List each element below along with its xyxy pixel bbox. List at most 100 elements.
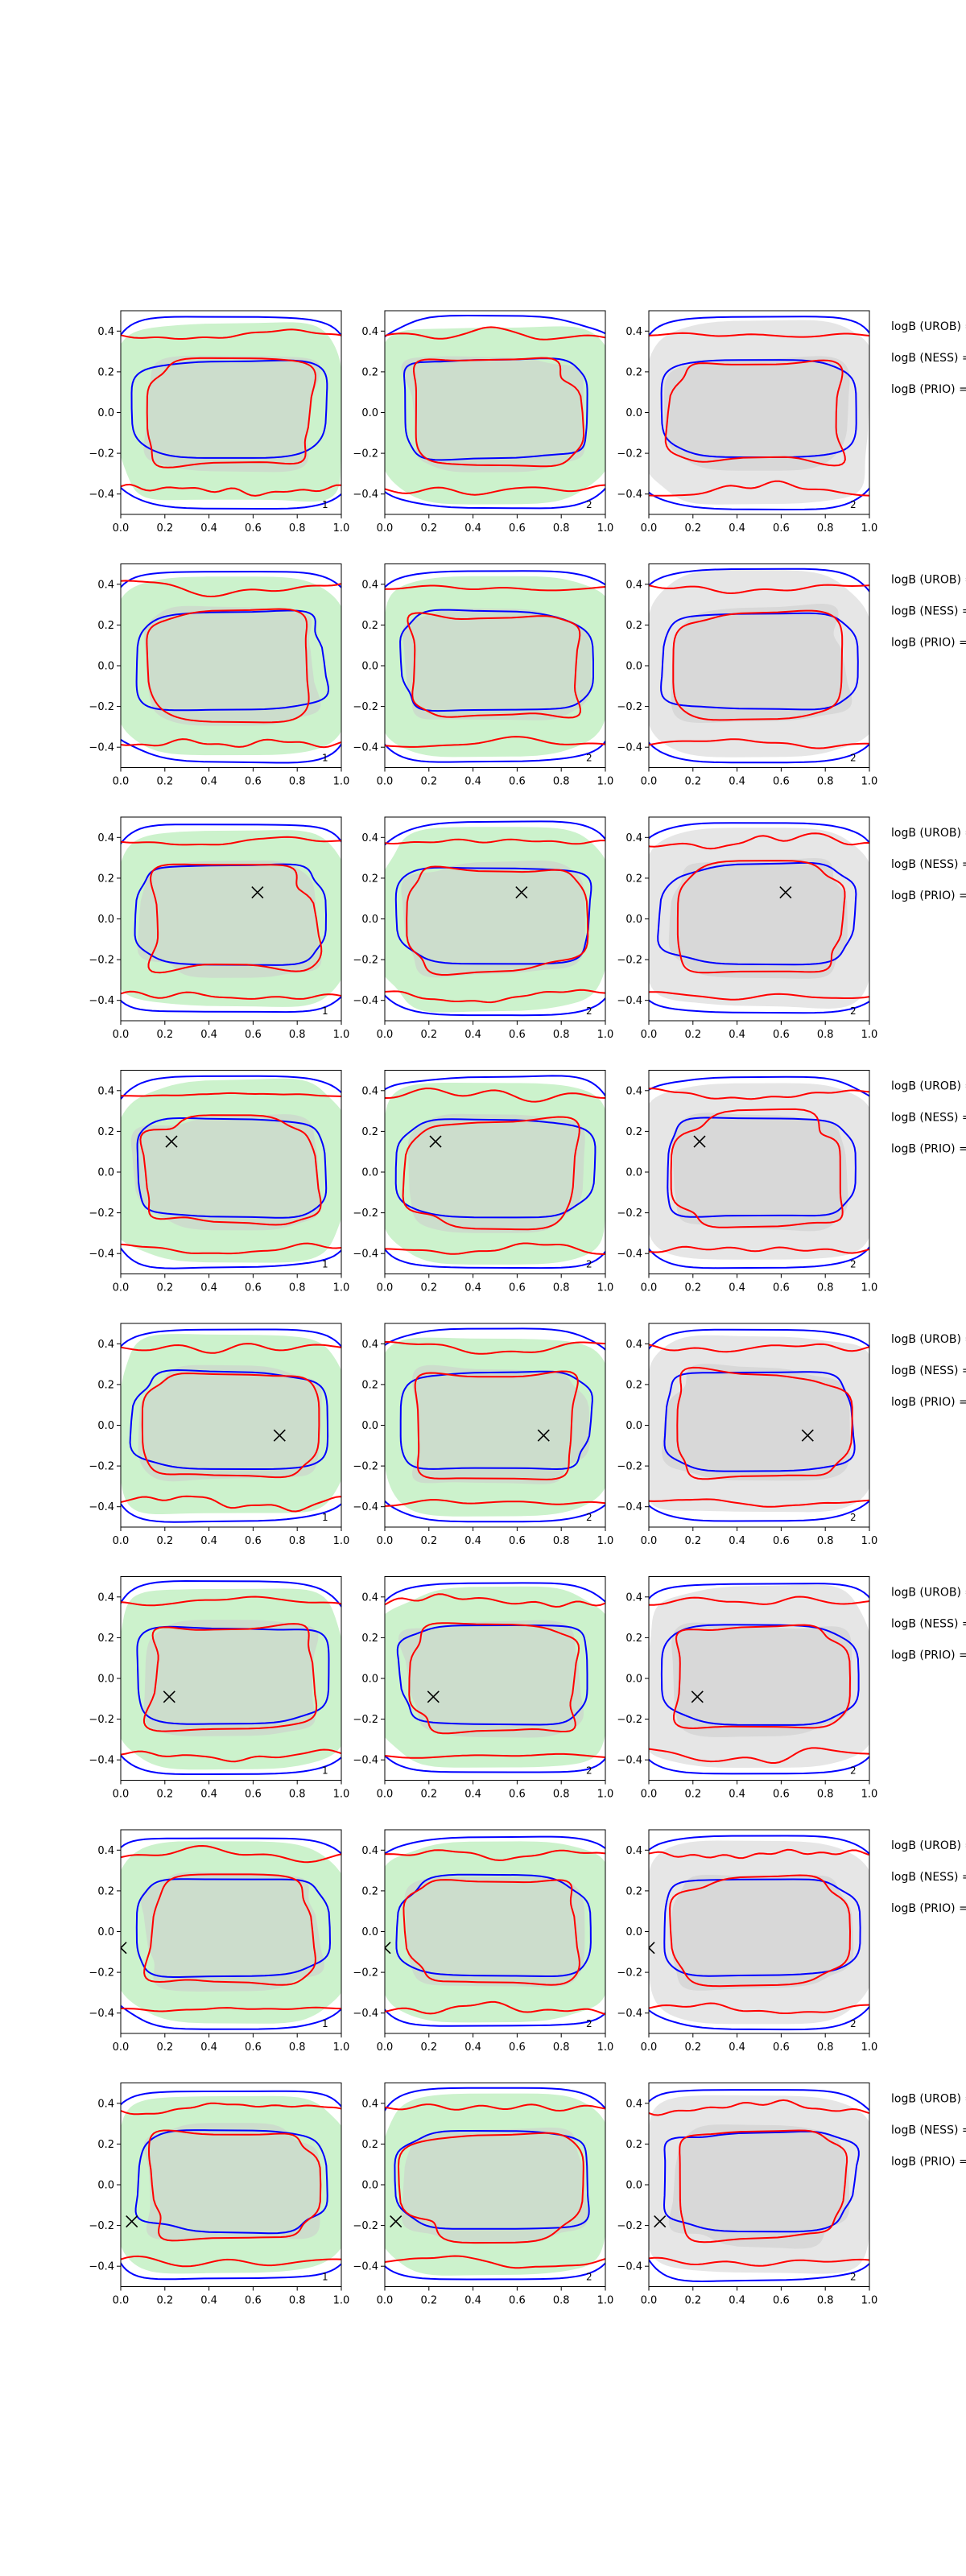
red-upper-contour bbox=[385, 1849, 605, 1861]
panel-r4c0: 1 0.0 0.2 0.4 0.6 0.8 1.0 0.4 0.2 0.0 −0.2 −0.4 bbox=[89, 1323, 349, 1547]
blue-outer-contour bbox=[385, 314, 605, 510]
red-lower-contour bbox=[649, 1245, 869, 1254]
y-tick-label: 0.0 bbox=[625, 1167, 642, 1179]
x-tick-label: 0.6 bbox=[773, 522, 790, 535]
blue-outer-contour bbox=[385, 1075, 605, 1269]
red-upper-contour bbox=[121, 836, 341, 846]
y-tick-label: −0.2 bbox=[353, 1208, 378, 1220]
blue-outer-contour bbox=[121, 1075, 341, 1269]
y-tick-label: −0.4 bbox=[89, 2261, 114, 2273]
panel-id-label: 2 bbox=[850, 1005, 857, 1017]
panel-id-label: 1 bbox=[322, 499, 328, 510]
panel-r5c0: 1 0.0 0.2 0.4 0.6 0.8 1.0 0.4 0.2 0.0 −0.2 −0.4 bbox=[89, 1576, 349, 1801]
x-tick-label: 0.2 bbox=[420, 776, 437, 788]
panel-id-label: 1 bbox=[322, 1512, 328, 1523]
y-tick-label: 0.4 bbox=[97, 1339, 114, 1351]
y-tick-label: 0.2 bbox=[97, 1885, 114, 1897]
plot-area bbox=[385, 1582, 605, 1773]
red-inner-contour bbox=[669, 1874, 852, 1988]
blue-inner-contour bbox=[399, 1370, 593, 1471]
panel-r6c2: 2 0.0 0.2 0.4 0.6 0.8 1.0 0.4 0.2 0.0 −0.2 −0.4 bbox=[617, 1829, 877, 2054]
x-tick-label: 0.8 bbox=[553, 776, 570, 788]
y-tick-label: 0.4 bbox=[361, 1845, 378, 1857]
y-tick-label: 0.2 bbox=[97, 873, 114, 885]
x-tick-label: 0.0 bbox=[641, 776, 658, 788]
x-tick-label: 0.4 bbox=[729, 1282, 745, 1294]
y-tick-label: −0.4 bbox=[617, 2008, 642, 2020]
x-tick-label: 0.4 bbox=[729, 776, 745, 788]
x-marker-stroke bbox=[654, 2215, 667, 2228]
x-tick-label: 0.6 bbox=[245, 2295, 262, 2307]
y-tick-label: 0.4 bbox=[97, 2098, 114, 2110]
x-tick-label: 1.0 bbox=[861, 1282, 878, 1294]
y-tick-label: 0.2 bbox=[625, 2139, 642, 2151]
x-tick-label: 0.4 bbox=[200, 2041, 217, 2054]
x-marker bbox=[427, 1690, 440, 1703]
panel-r1c2: 2 0.0 0.2 0.4 0.6 0.8 1.0 0.4 0.2 0.0 −0.2 −0.4 bbox=[617, 564, 877, 788]
x-tick-label: 0.8 bbox=[817, 776, 834, 788]
inner-fill-region bbox=[671, 604, 852, 723]
x-marker-stroke bbox=[273, 1429, 286, 1442]
red-inner-contour bbox=[141, 1372, 320, 1479]
blue-inner-contour bbox=[134, 863, 328, 966]
inner-fill-region bbox=[402, 608, 592, 720]
x-tick-label: 0.8 bbox=[289, 776, 306, 788]
y-tick-label: 0.4 bbox=[361, 1085, 378, 1097]
x-marker bbox=[537, 1429, 550, 1442]
x-marker bbox=[515, 886, 528, 899]
y-tick-label: 0.0 bbox=[625, 2180, 642, 2192]
panel-r4c1: 2 0.0 0.2 0.4 0.6 0.8 1.0 0.4 0.2 0.0 −0.2 −0.4 bbox=[353, 1323, 613, 1547]
inner-fill-region bbox=[140, 1872, 324, 1992]
y-tick-label: 0.0 bbox=[625, 1674, 642, 1686]
y-tick-label: −0.2 bbox=[617, 448, 642, 460]
red-lower-contour bbox=[121, 1242, 341, 1255]
y-tick-label: −0.2 bbox=[89, 2220, 114, 2232]
x-tick-label: 1.0 bbox=[597, 776, 614, 788]
plot-area bbox=[121, 1837, 341, 2030]
x-tick-label: 1.0 bbox=[597, 1282, 614, 1294]
x-marker-stroke bbox=[515, 886, 528, 899]
x-marker bbox=[429, 1135, 442, 1148]
red-upper-contour bbox=[649, 584, 869, 595]
bayes-factor-label-2: logB (PRIO) = bbox=[891, 1143, 966, 1156]
x-tick-label: 0.8 bbox=[289, 2041, 306, 2054]
red-upper-contour bbox=[121, 1092, 341, 1097]
red-upper-contour bbox=[121, 1343, 341, 1354]
x-tick-label: 0.6 bbox=[509, 1789, 526, 1801]
panel-r6c0: 1 0.0 0.2 0.4 0.6 0.8 1.0 0.4 0.2 0.0 −0.2 −0.4 bbox=[89, 1829, 349, 2054]
y-tick-label: 0.4 bbox=[625, 832, 642, 844]
blue-outer-contour bbox=[649, 1328, 869, 1522]
x-tick-label: 0.8 bbox=[289, 1282, 306, 1294]
x-marker-stroke bbox=[121, 1946, 127, 1955]
blue-inner-contour bbox=[135, 609, 330, 712]
x-tick-label: 0.6 bbox=[245, 2041, 262, 2054]
panel-id-label: 2 bbox=[850, 1765, 857, 1777]
inner-fill-region bbox=[664, 356, 850, 471]
x-tick-label: 0.6 bbox=[245, 522, 262, 535]
plot-area bbox=[385, 1327, 605, 1523]
x-tick-label: 1.0 bbox=[861, 1535, 878, 1547]
y-tick-label: −0.2 bbox=[89, 701, 114, 713]
plot-area bbox=[649, 1583, 869, 1775]
y-tick-label: −0.2 bbox=[617, 1461, 642, 1473]
panel-r6c1: 2 0.0 0.2 0.4 0.6 0.8 1.0 0.4 0.2 0.0 −0.2 −0.4 bbox=[353, 1829, 613, 2054]
panel-id-label: 2 bbox=[850, 1512, 857, 1523]
x-tick-label: 0.6 bbox=[509, 776, 526, 788]
y-tick-label: −0.2 bbox=[617, 1714, 642, 1726]
x-tick-label: 0.6 bbox=[773, 2041, 790, 2054]
blue-inner-contour bbox=[129, 1368, 329, 1470]
red-lower-contour bbox=[649, 2256, 869, 2267]
panel-id-label: 2 bbox=[850, 2018, 857, 2029]
x-tick-label: 0.2 bbox=[156, 1789, 173, 1801]
plot-area bbox=[385, 570, 605, 763]
x-tick-label: 1.0 bbox=[597, 2295, 614, 2307]
x-tick-label: 0.2 bbox=[420, 522, 437, 535]
y-tick-label: 0.2 bbox=[97, 366, 114, 378]
red-upper-contour bbox=[649, 1343, 869, 1353]
x-marker-stroke bbox=[691, 1690, 704, 1703]
panel-id-label: 1 bbox=[322, 1259, 328, 1270]
x-tick-label: 0.2 bbox=[684, 1029, 701, 1041]
y-tick-label: 0.4 bbox=[625, 2098, 642, 2110]
x-marker bbox=[779, 886, 792, 899]
x-tick-label: 0.6 bbox=[773, 1029, 790, 1041]
